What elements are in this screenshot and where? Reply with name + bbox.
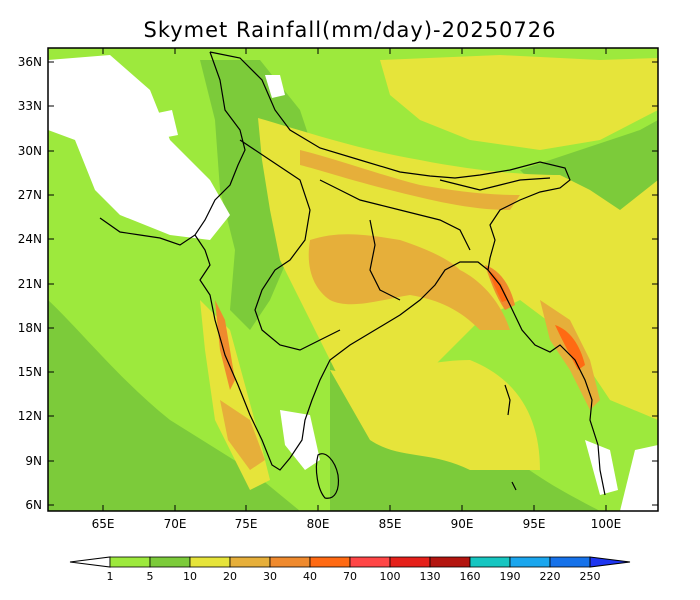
lat-tick-36n: 36N xyxy=(18,55,42,69)
lat-tick-21n: 21N xyxy=(18,277,42,291)
state-boundaries-central xyxy=(319,179,471,251)
colorbar-label-220: 220 xyxy=(540,570,561,583)
lon-tick-95e: 95E xyxy=(523,517,546,531)
colorbar-box-160-190 xyxy=(469,556,511,568)
lon-tick-90e: 90E xyxy=(451,517,474,531)
no-rain-kashmir xyxy=(265,75,285,98)
colorbar-box-220-250 xyxy=(549,556,591,568)
lat-tick-18n: 18N xyxy=(18,321,42,335)
colorbar-box-130-160 xyxy=(429,556,471,568)
lat-tick-24n: 24N xyxy=(18,232,42,246)
colorbar-label-190: 190 xyxy=(500,570,521,583)
lat-tick-30n: 30N xyxy=(18,144,42,158)
lat-tick-labels: 36N 33N 30N 27N 24N 21N 18N 15N 12N 9N 6… xyxy=(18,55,42,512)
colorbar-label-40: 40 xyxy=(303,570,317,583)
state-boundaries-east xyxy=(369,219,401,301)
rain-band-20-30-himalaya xyxy=(300,150,520,210)
colorbar-box-100-130 xyxy=(389,556,431,568)
nepal-bhutan-border xyxy=(439,177,551,191)
lat-tick-27n: 27N xyxy=(18,188,42,202)
lon-tick-65e: 65E xyxy=(92,517,115,531)
no-rain-tamilnadu xyxy=(280,410,320,470)
lon-tick-100e: 100E xyxy=(591,517,622,531)
lat-tick-6n: 6N xyxy=(25,498,42,512)
lat-tick-9n: 9N xyxy=(25,454,42,468)
lat-tick-12n: 12N xyxy=(18,409,42,423)
lat-tick-33n: 33N xyxy=(18,99,42,113)
no-rain-thailand xyxy=(585,440,618,495)
colorbar-label-10: 10 xyxy=(183,570,197,583)
rain-band-10-20-bay xyxy=(330,360,540,470)
rain-band-10-20-north xyxy=(380,55,658,150)
rain-band-20-30-central xyxy=(308,234,510,330)
map-title: Skymet Rainfall(mm/day)-20250726 xyxy=(143,18,557,42)
colorbar-label-1: 1 xyxy=(107,570,114,583)
colorbar-box-30-40 xyxy=(269,556,311,568)
nicobar-islands xyxy=(511,481,517,491)
plot-frame xyxy=(47,47,659,512)
lon-tick-85e: 85E xyxy=(379,517,402,531)
colorbar-label-5: 5 xyxy=(147,570,154,583)
colorbar: 1 5 10 20 30 40 70 100 130 160 190 220 2… xyxy=(69,556,631,583)
colorbar-label-160: 160 xyxy=(460,570,481,583)
colorbar-label-100: 100 xyxy=(380,570,401,583)
colorbar-label-130: 130 xyxy=(420,570,441,583)
colorbar-upper-arrow xyxy=(589,556,631,568)
andaman-islands xyxy=(504,384,511,416)
colorbar-label-20: 20 xyxy=(223,570,237,583)
sri-lanka-outline xyxy=(315,453,340,499)
lon-tick-labels: 65E 70E 75E 80E 85E 90E 95E 100E xyxy=(92,517,622,531)
rain-band-5-10-arabian xyxy=(48,300,300,511)
rain-band-40-70-bangladesh xyxy=(488,270,508,302)
axis-ticks xyxy=(48,48,658,511)
colorbar-box-190-220 xyxy=(509,556,551,568)
lon-tick-75e: 75E xyxy=(235,517,258,531)
no-rain-malaysia xyxy=(620,445,658,511)
rain-band-20-30-kerala xyxy=(220,400,265,470)
rain-band-40-70-myanmar xyxy=(555,325,585,370)
colorbar-box-1-5 xyxy=(109,556,151,568)
colorbar-box-70-100 xyxy=(349,556,391,568)
lon-tick-80e: 80E xyxy=(307,517,330,531)
colorbar-label-250: 250 xyxy=(580,570,601,583)
colorbar-box-10-20 xyxy=(189,556,231,568)
india-coastline xyxy=(194,234,489,471)
colorbar-box-40-70 xyxy=(309,556,351,568)
myanmar-coast xyxy=(487,269,606,496)
colorbar-box-20-30 xyxy=(229,556,271,568)
boundaries xyxy=(99,51,606,499)
state-boundaries-west xyxy=(239,139,341,351)
lat-tick-15n: 15N xyxy=(18,365,42,379)
colorbar-lower-arrow xyxy=(69,556,111,568)
no-rain-arabia xyxy=(48,55,230,240)
colorbar-box-5-10 xyxy=(149,556,191,568)
colorbar-label-30: 30 xyxy=(263,570,277,583)
lon-tick-70e: 70E xyxy=(164,517,187,531)
india-west-border xyxy=(99,51,246,246)
india-north-border xyxy=(209,51,571,271)
colorbar-label-70: 70 xyxy=(343,570,357,583)
rainfall-field xyxy=(48,48,658,511)
